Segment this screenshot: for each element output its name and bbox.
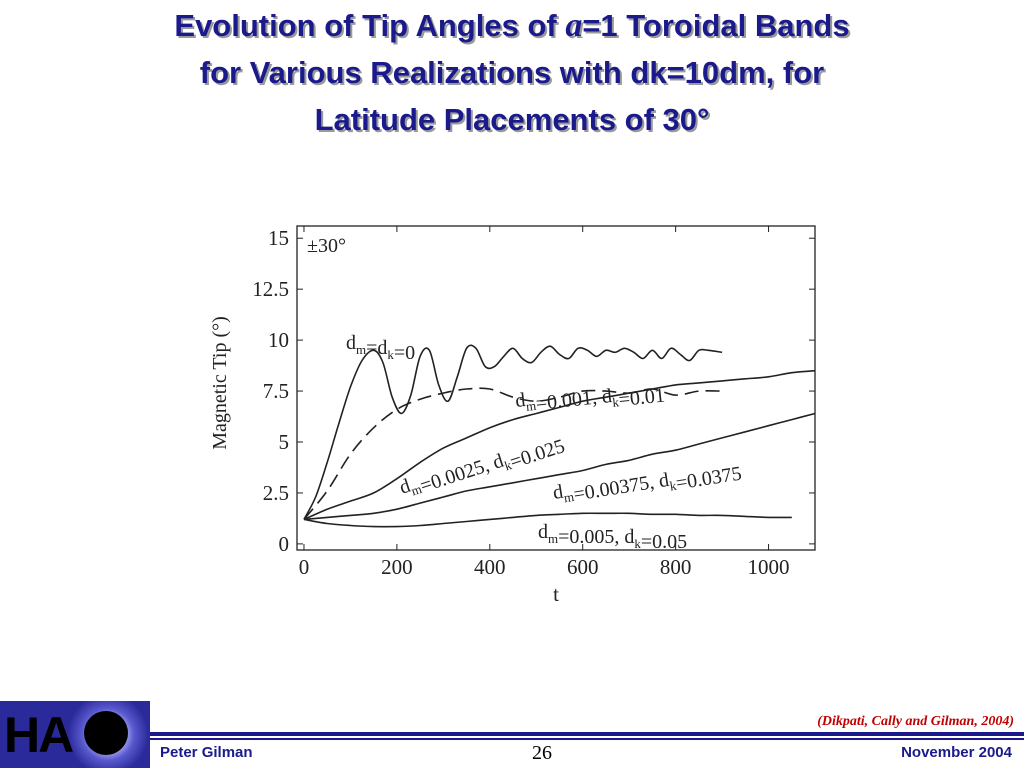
x-tick-label: 200 [381,555,413,579]
series-line-5 [303,512,792,528]
logo-text: HA [4,707,74,763]
hao-logo: HA [0,701,150,768]
x-tick-label: 0 [299,555,310,579]
title-part-2: =1 Toroidal Bands [582,8,850,43]
slide-title: Evolution of Tip Angles of a=1 Toroidal … [0,2,1024,143]
page-number: 26 [532,742,552,764]
footer-rule [150,732,1024,736]
title-alpha: a [565,7,583,44]
chart-labels: dm=dk=0 dm=0.001, dk=0.01 dm=0.0025, dk=0.… [346,332,743,553]
x-tick-label: 400 [474,555,506,579]
chart-ticks: 0 200 400 600 800 1000 0 2.5 5 7.5 10 12.5 15 [252,226,815,579]
series-line-1 [303,344,723,520]
y-tick-label: 10 [268,328,289,352]
series-line-3 [303,369,816,521]
y-tick-label: 5 [279,430,290,454]
title-line-2: for Various Realizations with dk=10dm, f… [199,55,825,90]
series-label-2: dm=0.001, dk=0.01 [514,374,666,421]
title-line-1: Evolution of Tip Angles of a=1 Toroidal … [0,2,1024,49]
x-axis-label: t [553,582,559,606]
chart-corner-label: ±30° [307,235,346,257]
y-tick-label: 0 [279,532,290,556]
footer-author: Peter Gilman [160,744,253,761]
chart-plot-frame [296,225,816,551]
series-label-1: dm=dk=0 [346,332,415,364]
x-tick-label: 800 [660,555,692,579]
logo-sun-disk-icon [84,711,128,755]
y-tick-label: 2.5 [263,481,289,505]
x-tick-label: 1000 [748,555,790,579]
y-tick-label: 15 [268,226,289,250]
series-label-5: dm=0.005, dk=0.05 [538,521,687,553]
y-tick-label: 12.5 [252,277,289,301]
x-tick-label: 600 [567,555,599,579]
y-axis-label: Magnetic Tip (°) [209,316,231,450]
series-label-3: dm=0.0025, dk=0.025 [397,426,568,509]
footer-date: November 2004 [901,744,1012,761]
series-line-4 [303,412,816,521]
series-label-4: dm=0.00375, dk=0.0375 [551,453,743,514]
y-tick-label: 7.5 [263,379,289,403]
title-part-1: Evolution of Tip Angles of [174,8,566,43]
citation: (Dikpati, Cally and Gilman, 2004) [817,714,1014,729]
tip-angle-chart: 0 200 400 600 800 1000 0 2.5 5 7.5 10 12.5 15 dm=dk=… [209,225,816,606]
title-line-3: Latitude Placements of 30° [314,102,710,137]
chart-series [303,344,816,528]
footer-rule-thin [150,738,1024,740]
